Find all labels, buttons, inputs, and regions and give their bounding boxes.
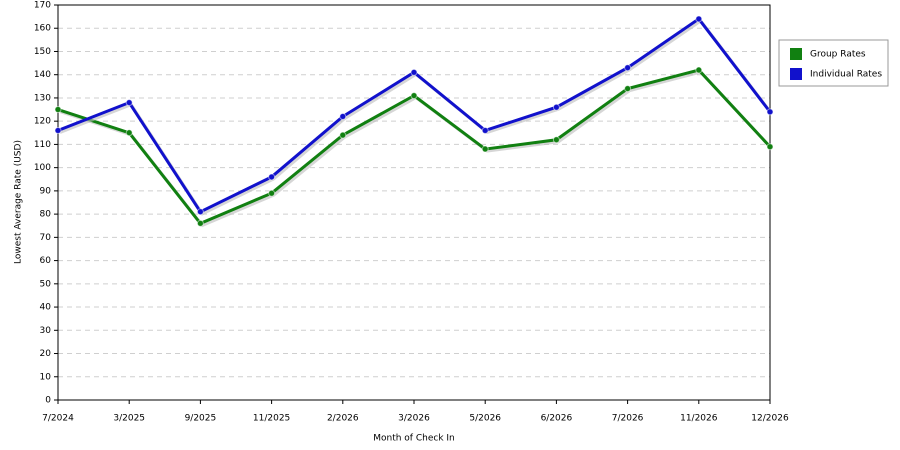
data-point xyxy=(481,145,489,153)
x-tick-label: 3/2026 xyxy=(398,414,430,424)
y-axis-label: Lowest Average Rate (USD) xyxy=(14,140,24,264)
legend-swatch xyxy=(790,68,802,80)
data-point xyxy=(125,129,133,137)
series-shadow xyxy=(59,18,774,216)
x-tick-label: 11/2025 xyxy=(253,414,290,424)
x-tick-label: 7/2024 xyxy=(42,414,74,424)
x-tick-label: 7/2026 xyxy=(612,414,644,424)
data-point xyxy=(695,66,703,74)
data-point xyxy=(54,106,62,114)
data-point xyxy=(268,189,276,197)
x-tick-label: 5/2026 xyxy=(469,414,501,424)
y-tick-label: 50 xyxy=(40,279,52,289)
data-point xyxy=(410,68,418,76)
x-tick-label: 6/2026 xyxy=(541,414,573,424)
y-tick-label: 70 xyxy=(40,233,52,243)
data-point xyxy=(481,126,489,134)
data-point xyxy=(196,208,204,216)
data-point xyxy=(695,15,703,23)
legend-label: Individual Rates xyxy=(810,70,882,80)
data-point xyxy=(54,126,62,134)
y-tick-label: 160 xyxy=(34,24,51,34)
y-tick-label: 60 xyxy=(40,256,52,266)
y-tick-label: 40 xyxy=(40,303,52,313)
data-point xyxy=(125,99,133,107)
data-point xyxy=(339,113,347,121)
x-tick-label: 3/2025 xyxy=(113,414,145,424)
data-point xyxy=(268,173,276,181)
y-tick-label: 90 xyxy=(40,186,52,196)
y-tick-label: 20 xyxy=(40,349,52,359)
y-tick-label: 80 xyxy=(40,210,52,220)
y-tick-label: 170 xyxy=(34,1,51,11)
y-tick-label: 30 xyxy=(40,326,52,336)
y-tick-label: 140 xyxy=(34,70,51,80)
data-point xyxy=(339,131,347,139)
legend-label: Group Rates xyxy=(810,50,866,60)
x-axis-label: Month of Check In xyxy=(373,434,455,444)
data-point xyxy=(196,219,204,227)
y-tick-label: 110 xyxy=(34,140,51,150)
data-point xyxy=(410,92,418,100)
legend-swatch xyxy=(790,48,802,60)
y-tick-label: 120 xyxy=(34,117,51,127)
x-tick-label: 9/2025 xyxy=(185,414,217,424)
plot-frame xyxy=(57,4,771,401)
y-tick-label: 100 xyxy=(34,163,51,173)
data-point xyxy=(552,136,560,144)
x-tick-label: 12/2026 xyxy=(751,414,789,424)
y-tick-label: 10 xyxy=(40,372,52,382)
data-point xyxy=(552,103,560,111)
y-tick-label: 130 xyxy=(34,93,51,103)
data-point xyxy=(766,108,774,116)
data-point xyxy=(624,85,632,93)
x-tick-label: 11/2026 xyxy=(680,414,718,424)
y-tick-label: 150 xyxy=(34,47,51,57)
data-point xyxy=(766,143,774,151)
y-tick-label: 0 xyxy=(45,396,51,406)
x-tick-label: 2/2026 xyxy=(327,414,359,424)
data-point xyxy=(624,64,632,72)
